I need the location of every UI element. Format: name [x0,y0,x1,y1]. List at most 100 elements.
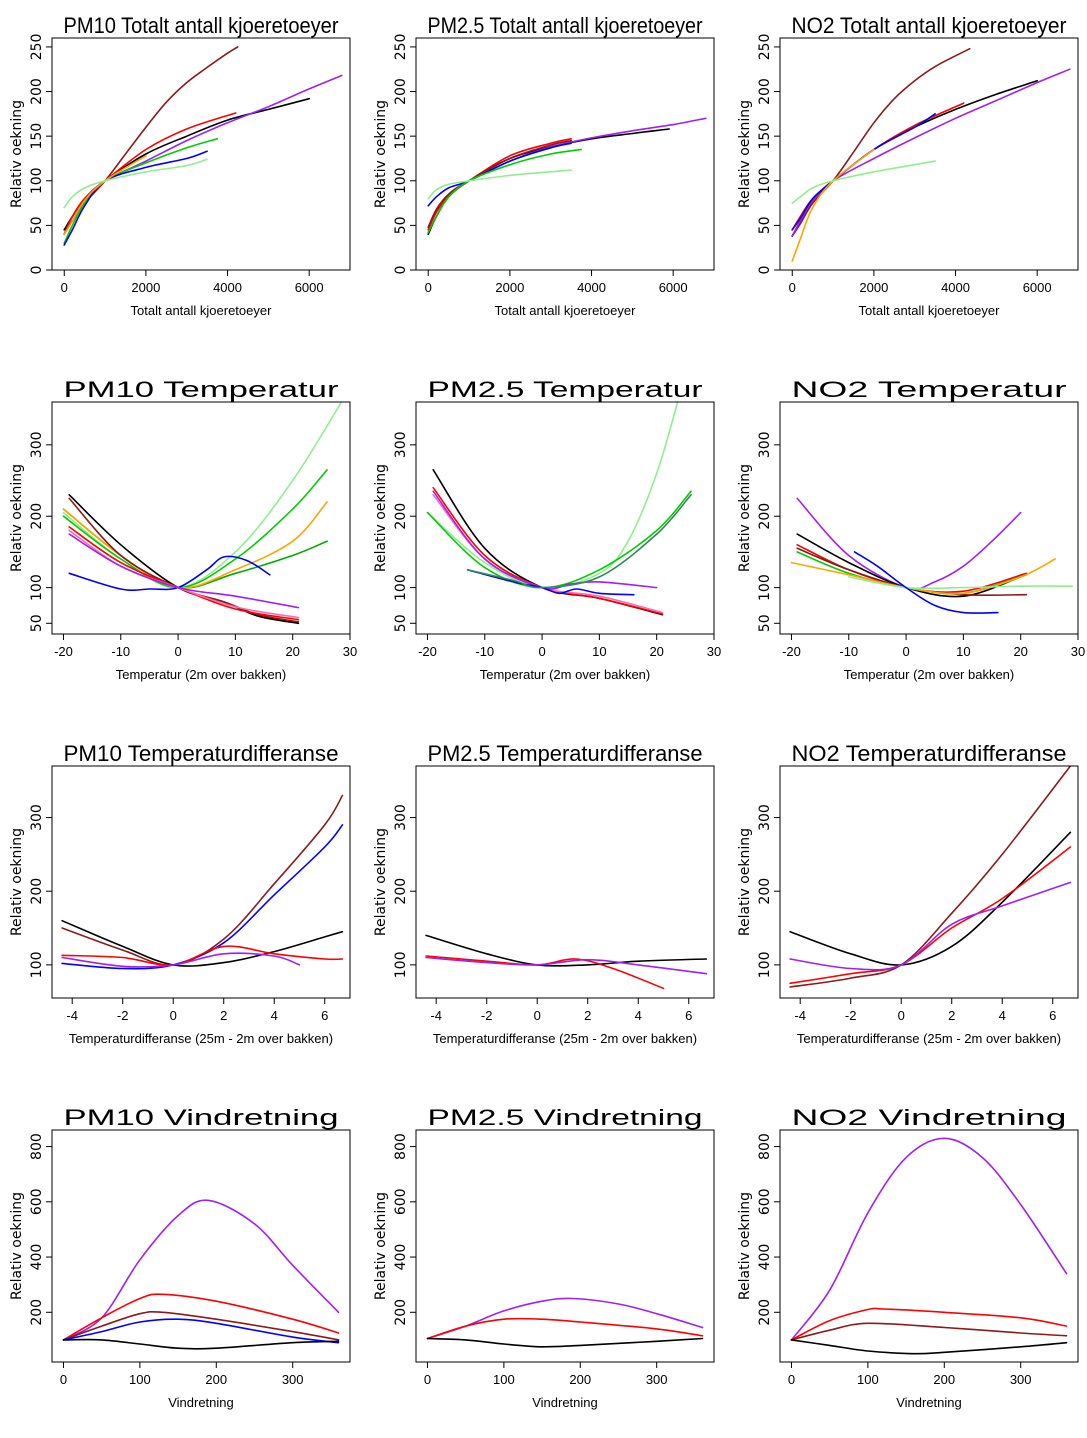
x-tick-label: 0 [898,1008,905,1023]
series-line [426,1317,704,1340]
series-line [791,47,971,237]
x-tick-label: 0 [534,1008,541,1023]
series-line [426,1297,704,1340]
series-line [425,956,708,975]
curves [63,46,343,246]
x-tick-label: 2000 [859,280,888,295]
x-tick-label: 0 [174,644,181,659]
series-line [848,576,1074,590]
x-tick-label: 6 [685,1008,692,1023]
y-tick-label: 100 [393,951,409,978]
x-tick-label: 2000 [131,280,160,295]
plot-frame [51,401,351,635]
y-axis-label: Relativ oekning [373,464,389,572]
series-line [789,881,1072,971]
x-tick-label: -2 [845,1008,857,1023]
series-line [68,533,300,609]
y-tick-label: 200 [29,1299,45,1326]
x-tick-label: 30 [1071,644,1085,659]
x-tick-label: -20 [418,644,437,659]
y-axis-label: Relativ oekning [9,1192,25,1300]
y-tick-label: 300 [29,431,45,458]
series-line [63,155,147,236]
y-tick-label: 100 [757,167,773,194]
panel-7: PM2.5 Temperaturdifferanse -4 -2 0 2 4 6 100 200… [373,741,715,1046]
x-tick-label: 100 [129,1372,151,1387]
series-line [61,919,344,967]
curves [426,1297,704,1348]
x-tick-label: 10 [592,644,606,659]
curves [62,1199,340,1350]
y-tick-label: 300 [393,804,409,831]
x-tick-label: 4 [999,1008,1006,1023]
panel-title: PM2.5 Vindretning [428,1105,703,1130]
panel-3: PM10 Temperatur -20 -10 0 10 20 30 50 100 200 300 T… [9,377,357,682]
x-tick-label: -20 [54,644,73,659]
y-tick-label: 300 [29,804,45,831]
series-line [853,551,999,614]
x-axis-label: Totalt antall kjoeretoeyer [495,303,637,318]
x-tick-label: 300 [1010,1372,1032,1387]
x-tick-label: 0 [902,644,909,659]
y-tick-label: 100 [29,951,45,978]
panel-5: NO2 Temperatur -20 -10 0 10 20 30 50 100 200 300 Te… [737,377,1085,682]
x-tick-label: -4 [66,1008,78,1023]
plot-frame [51,37,351,271]
x-axis-label: Temperatur (2m over bakken) [480,667,651,682]
x-tick-label: 200 [205,1372,227,1387]
series-line [62,508,328,589]
x-tick-label: 0 [60,1372,67,1387]
y-tick-label: 600 [29,1188,45,1215]
series-line [68,497,300,623]
y-tick-label: 200 [393,78,409,105]
x-tick-label: 100 [857,1372,879,1387]
series-line [63,97,310,231]
y-tick-label: 50 [29,614,45,632]
series-line [62,501,328,589]
x-tick-label: 300 [282,1372,304,1387]
y-tick-label: 200 [757,878,773,905]
series-line [796,497,1022,590]
y-tick-label: 0 [757,266,773,275]
y-tick-label: 200 [29,503,45,530]
y-tick-label: 100 [757,951,773,978]
y-tick-label: 200 [757,1299,773,1326]
x-tick-label: 0 [425,280,432,295]
curves [790,1137,1068,1355]
series-line [466,569,635,596]
y-tick-label: 50 [393,614,409,632]
y-tick-label: 250 [757,34,773,61]
x-tick-label: 200 [933,1372,955,1387]
y-tick-label: 250 [393,34,409,61]
y-tick-label: 100 [393,167,409,194]
x-tick-label: -20 [782,644,801,659]
series-line [791,148,875,262]
x-tick-label: 0 [538,644,545,659]
x-tick-label: 4000 [941,280,970,295]
series-line [789,766,1072,988]
y-tick-label: 0 [29,266,45,275]
x-tick-label: 4000 [213,280,242,295]
y-tick-label: 0 [393,266,409,275]
x-tick-label: 6 [1049,1008,1056,1023]
x-tick-label: -4 [794,1008,806,1023]
x-axis-label: Vindretning [168,1395,234,1410]
series-line [425,955,665,990]
series-line [789,846,1072,985]
y-tick-label: 50 [757,614,773,632]
series-line [790,1307,1068,1341]
panel-title: NO2 Vindretning [792,1105,1067,1130]
x-tick-label: 4000 [577,280,606,295]
series-line [432,490,658,590]
x-axis-label: Vindretning [896,1395,962,1410]
series-line [68,529,300,619]
y-tick-label: 300 [757,431,773,458]
y-tick-label: 150 [757,123,773,150]
panel-title: PM10 Vindretning [64,1105,339,1130]
y-tick-label: 150 [393,123,409,150]
y-tick-label: 300 [393,431,409,458]
series-line [63,138,219,244]
y-tick-label: 50 [757,216,773,234]
series-line [426,1337,704,1348]
y-tick-label: 400 [393,1244,409,1271]
